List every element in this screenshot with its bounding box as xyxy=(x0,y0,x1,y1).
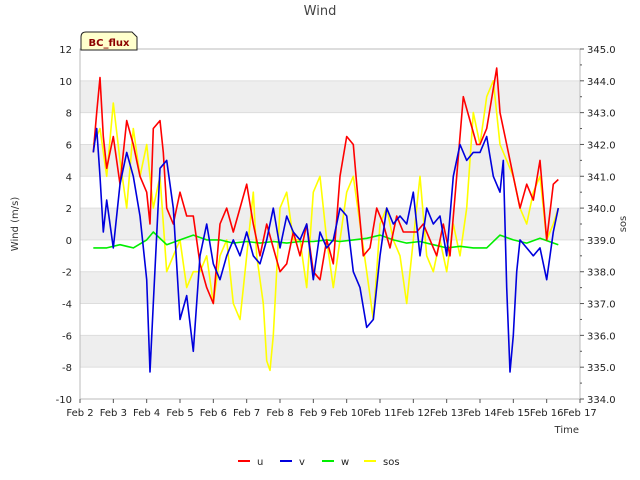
y-tick-label: 0 xyxy=(66,236,72,247)
background-band xyxy=(80,271,580,304)
x-tick-label: Feb 5 xyxy=(166,408,193,419)
y-tick-label: -2 xyxy=(62,268,72,279)
y-tick-label: -8 xyxy=(62,363,72,374)
background-band xyxy=(80,335,580,368)
x-tick-label: Feb 12 xyxy=(397,408,431,419)
y-tick-label: 12 xyxy=(59,45,72,56)
y2-tick-label: 338.0 xyxy=(587,268,616,279)
x-tick-label: Feb 2 xyxy=(66,408,93,419)
badge-box xyxy=(80,31,138,51)
y2-tick-label: 342.0 xyxy=(587,140,616,151)
y-tick-label: 4 xyxy=(66,172,72,183)
x-tick-label: Feb 6 xyxy=(200,408,227,419)
y-tick-label: 8 xyxy=(66,109,72,120)
y2-tick-label: 340.0 xyxy=(587,204,616,215)
y-tick-label: -6 xyxy=(62,331,72,342)
x-tick-label: Feb 10 xyxy=(330,408,364,419)
x-tick-label: Feb 14 xyxy=(463,408,497,419)
y2-tick-label: 341.0 xyxy=(587,172,616,183)
series-lines xyxy=(92,67,560,373)
x-tick-label: Feb 8 xyxy=(266,408,293,419)
y2-tick-label: 337.0 xyxy=(587,300,616,311)
background-band xyxy=(80,144,580,177)
x-axis-label: Time xyxy=(554,425,579,436)
badge-label: BC_flux xyxy=(89,38,130,49)
y-axis-ticks: -10 -8 -6 -4 -2 0 2 4 6 8 10 12 xyxy=(56,45,72,406)
x-tick-label: Feb 3 xyxy=(100,408,127,419)
legend: u v w sos xyxy=(238,457,400,468)
series-line-w xyxy=(93,231,559,249)
background-bands xyxy=(80,80,580,368)
chart-title: Wind xyxy=(304,4,337,19)
x-tick-label: Feb 15 xyxy=(497,408,531,419)
x-tick-label: Feb 13 xyxy=(430,408,464,419)
y2-tick-label: 343.0 xyxy=(587,109,616,120)
y2-tick-label: 336.0 xyxy=(587,331,616,342)
x-tick-label: Feb 7 xyxy=(233,408,260,419)
badge: BC_flux xyxy=(80,31,138,51)
y-tick-label: -4 xyxy=(62,300,72,311)
y2-axis-ticks: 334.0 335.0 336.0 337.0 338.0 339.0 340.0 341.0… xyxy=(580,45,616,406)
x-tick-label: Feb 11 xyxy=(363,408,397,419)
x-tick-label: Feb 9 xyxy=(300,408,327,419)
series-line-v xyxy=(92,127,560,373)
y-tick-label: -10 xyxy=(56,395,72,406)
y-tick-label: 2 xyxy=(66,204,72,215)
legend-label-v: v xyxy=(299,457,305,468)
y2-tick-label: 344.0 xyxy=(587,77,616,88)
y2-axis-label: sos xyxy=(618,216,629,233)
legend-label-u: u xyxy=(257,457,263,468)
y-tick-label: 10 xyxy=(59,77,72,88)
x-tick-label: Feb 4 xyxy=(133,408,160,419)
legend-label-w: w xyxy=(341,457,349,468)
y-tick-label: 6 xyxy=(66,140,72,151)
y-axis-label: Wind (m/s) xyxy=(10,197,21,252)
x-axis-ticks: Feb 2 Feb 3 Feb 4 Feb 5 Feb 6 Feb 7 Feb 8 Feb 9… xyxy=(66,399,597,419)
x-tick-label: Feb 16 xyxy=(530,408,564,419)
y2-tick-label: 335.0 xyxy=(587,363,616,374)
legend-label-sos: sos xyxy=(383,457,400,468)
y2-tick-label: 345.0 xyxy=(587,45,616,56)
series-line-u xyxy=(92,67,559,305)
y2-tick-label: 339.0 xyxy=(587,236,616,247)
y2-tick-label: 334.0 xyxy=(587,395,616,406)
background-band xyxy=(80,80,580,113)
x-tick-label: Feb 17 xyxy=(563,408,597,419)
